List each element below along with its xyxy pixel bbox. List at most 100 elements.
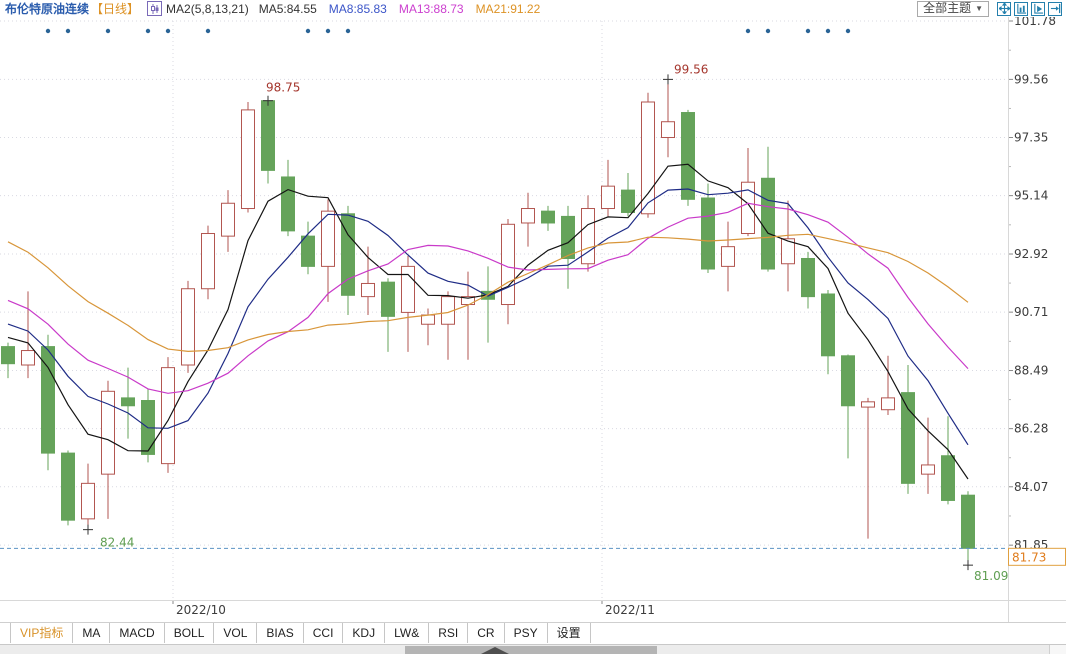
candle [901,392,915,484]
ma5-value: MA5:84.55 [258,1,317,16]
candle [561,215,575,259]
chart-tool-buttons [997,1,1062,16]
ma8-value: MA8:85.83 [328,1,387,16]
candle [401,265,415,313]
candle [541,210,555,224]
tab-CR[interactable]: CR [468,623,505,643]
y-axis-label: 90.71 [1014,305,1048,319]
mini-candle-glyph [150,3,159,14]
candle [961,494,975,549]
event-dot [305,28,311,34]
candle [801,257,815,298]
candle [221,202,235,237]
candle [161,367,175,465]
candle [841,355,855,407]
theme-dropdown[interactable]: 全部主题 ▼ [917,0,989,17]
tab-KDJ[interactable]: KDJ [343,623,386,643]
candle [181,288,195,366]
axis-scale-icon[interactable] [1014,1,1028,16]
event-dot [105,28,111,34]
y-axis-label: 86.28 [1014,422,1048,436]
tab-设置[interactable]: 设置 [548,623,591,643]
x-axis-label: 2022/11 [605,603,655,617]
candle [941,455,955,501]
candle [281,176,295,232]
event-dot [165,28,171,34]
axes: 101.78 99.56 97.35 95.14 92.92 90.71 88.49 86.2… [0,14,1066,622]
candle [641,101,655,215]
candlesticks [1,79,975,566]
candle [301,235,315,267]
candle [361,282,375,298]
candle [661,121,675,139]
play-forward-icon[interactable] [1031,1,1045,16]
tab-RSI[interactable]: RSI [429,623,469,643]
candle [921,464,935,475]
jump-to-latest-icon[interactable] [1048,1,1062,16]
instrument-name: 布伦特原油连续 [5,1,90,16]
candle [81,482,95,520]
y-axis-label: 88.49 [1014,364,1048,378]
y-axis-label: 92.92 [1014,247,1048,261]
event-dot [145,28,151,34]
price-annotation: 99.56 [674,62,708,76]
price-annotation: 82.44 [100,536,134,550]
ma13-line [7,202,969,394]
kline-style-icon[interactable] [147,1,163,16]
ma13-value: MA13:88.73 [398,1,464,16]
tab-PSY[interactable]: PSY [505,623,548,643]
ma21-line [7,233,969,353]
candle [781,238,795,265]
price-annotation: 98.75 [266,81,300,95]
candle [721,246,735,267]
ma8-line [7,188,969,446]
ma21-value: MA21:91.22 [475,1,541,16]
event-dots [45,28,851,34]
candle [701,197,715,270]
candle [601,185,615,210]
candle [261,100,275,171]
event-dot [825,28,831,34]
event-dot [45,28,51,34]
candle [321,210,335,267]
candle [341,213,355,296]
scrollbar-thumb[interactable] [405,646,657,654]
event-dot [805,28,811,34]
candle [861,401,875,408]
period-label: 【日线】 [91,1,140,16]
scrollbar-grip-icon[interactable] [481,647,509,654]
chart-header: 布伦特原油连续 【日线】 MA2(5,8,13,21) MA5:84.55 MA… [0,0,1066,17]
tab-VIP指标[interactable]: VIP指标 [10,623,74,643]
candle [821,293,835,357]
tab-MACD[interactable]: MACD [110,623,165,643]
x-axis-label: 2022/10 [176,603,226,617]
current-price-value: 81.73 [1012,550,1046,564]
chart-canvas[interactable]: 98.75 99.56 82.44 81.09 101.78 99.56 97.35 95.1… [0,0,1066,622]
ma-group-label: MA2(5,8,13,21) [166,1,249,16]
price-annotation: 81.09 [974,569,1008,583]
tab-BOLL[interactable]: BOLL [165,623,215,643]
candle [21,350,35,366]
event-dot [345,28,351,34]
pan-crosshair-icon[interactable] [997,1,1011,16]
candle [1,346,15,365]
horizontal-scrollbar[interactable] [0,644,1066,654]
event-dot [845,28,851,34]
candle [61,452,75,521]
candle [381,281,395,317]
tab-CCI[interactable]: CCI [304,623,344,643]
tab-VOL[interactable]: VOL [214,623,258,643]
caret-down-icon: ▼ [975,4,983,13]
tab-MA[interactable]: MA [73,623,111,643]
tab-BIAS[interactable]: BIAS [257,623,304,643]
candle [241,109,255,210]
candle [421,314,435,325]
y-axis-label: 97.35 [1014,131,1048,145]
candle [521,208,535,224]
indicator-toolbar: VIP指标 MA MACD BOLL VOL BIAS CCI KDJ LW& RSI CR PSY 设… [0,622,1066,644]
y-axis-label: 101.78 [1014,14,1056,28]
tab-LW&[interactable]: LW& [385,623,430,643]
ma-lines [7,163,969,480]
candle [881,397,895,411]
